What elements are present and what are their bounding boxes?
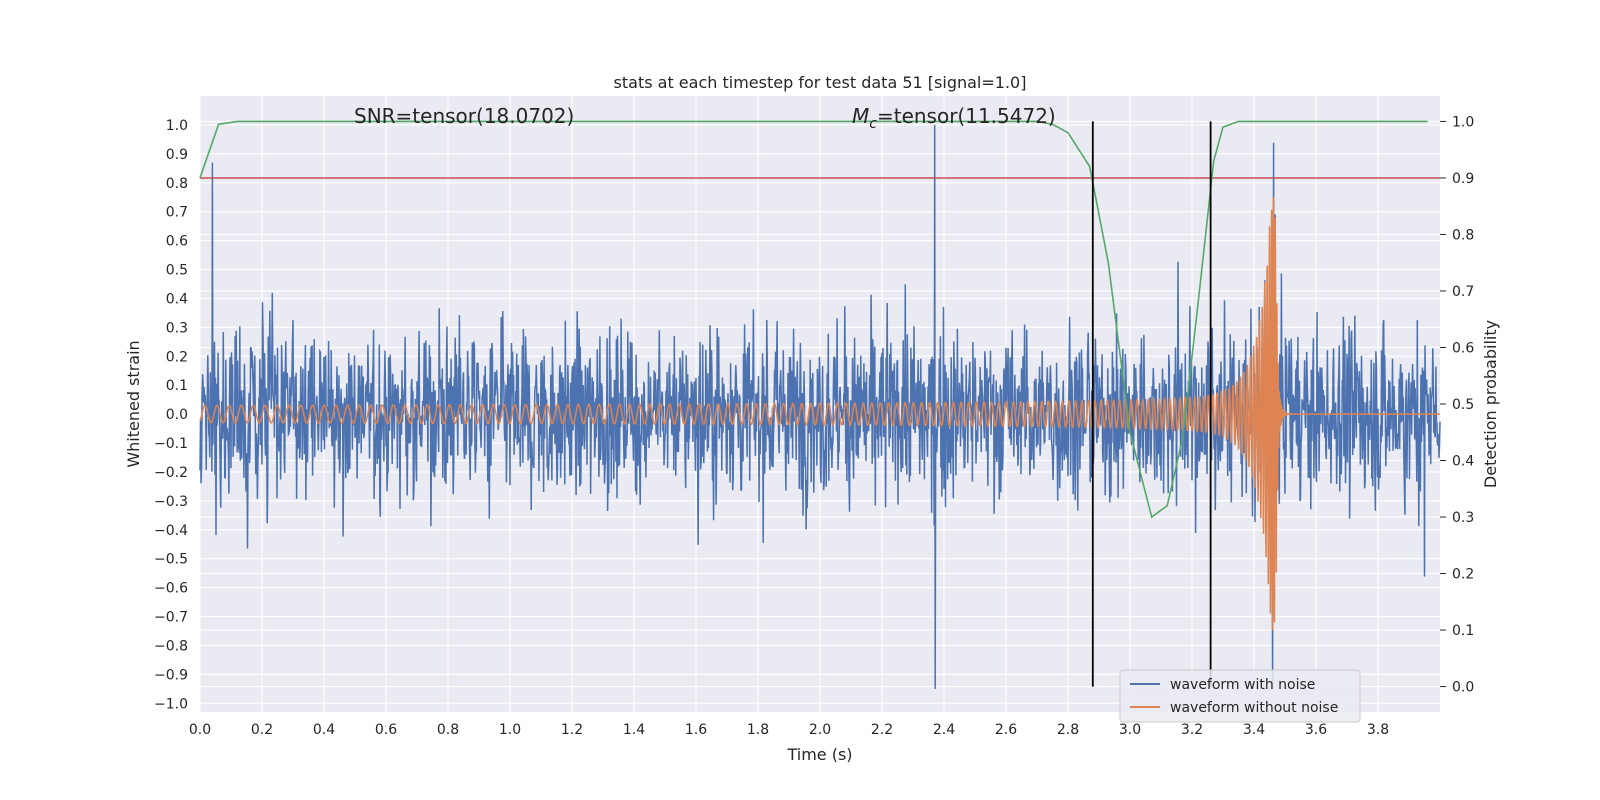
y2-tick-label: 1.0 (1452, 114, 1474, 130)
y-tick-label: −1.0 (154, 696, 188, 712)
x-tick-label: 0.8 (437, 722, 459, 738)
chart-title: stats at each timestep for test data 51 … (614, 73, 1027, 92)
x-tick-label: 0.0 (189, 722, 211, 738)
chirp-mass-value: =tensor(11.5472) (877, 104, 1056, 128)
x-tick-label: 1.8 (747, 722, 769, 738)
x-tick-label: 1.2 (561, 722, 583, 738)
y-axis-label: Whitened strain (124, 340, 143, 467)
x-axis-ticks: 0.0 0.2 0.4 0.6 0.8 1.0 1.2 1.4 1.6 1.8 2.0 2.2 2.4 2… (189, 722, 1389, 738)
x-tick-label: 0.4 (313, 722, 335, 738)
chirp-mass-symbol: M (852, 104, 869, 128)
y-tick-label: −0.7 (154, 610, 188, 626)
y-tick-label: 1.0 (166, 118, 188, 134)
x-tick-label: 3.2 (1181, 722, 1203, 738)
chirp-mass-subscript: c (869, 116, 877, 132)
legend-box (1119, 669, 1361, 723)
y2-tick-label: 0.0 (1452, 680, 1474, 696)
y-tick-label: 0.1 (166, 378, 188, 394)
x-tick-label: 3.8 (1367, 722, 1389, 738)
data-layer (199, 120, 1441, 689)
y-tick-label: 0.6 (166, 234, 188, 250)
y2-tick-label: 0.5 (1452, 397, 1474, 413)
y-tick-label: −0.1 (154, 436, 188, 452)
legend: waveform with noise waveform without noi… (1119, 669, 1361, 723)
snr-annotation: SNR=tensor(18.0702) (354, 104, 574, 128)
y-tick-label: 0.3 (166, 320, 188, 336)
x-tick-label: 1.4 (623, 722, 645, 738)
y2-axis-label: Detection probability (1481, 320, 1500, 488)
y-tick-label: 0.8 (166, 176, 188, 192)
x-tick-label: 2.2 (871, 722, 893, 738)
y-tick-label: 0.9 (166, 147, 188, 163)
y-tick-label: 0.4 (166, 291, 188, 307)
x-tick-label: 1.6 (685, 722, 707, 738)
x-axis-label: Time (s) (786, 745, 852, 764)
y2-tick-label: 0.4 (1452, 454, 1474, 470)
y-tick-label: 0.2 (166, 349, 188, 365)
x-tick-label: 3.4 (1243, 722, 1265, 738)
legend-label-clean: waveform without noise (1170, 700, 1338, 716)
series-waveform-without-noise (199, 196, 1440, 631)
series-detection-probability (199, 120, 1428, 519)
y2-axis-ticks: 1.0 0.9 0.8 0.7 0.6 0.5 0.4 0.3 0.2 0.1 0.0 (1440, 114, 1474, 696)
y-tick-label: −0.8 (154, 638, 188, 654)
y-tick-label: −0.2 (154, 465, 188, 481)
y2-tick-label: 0.7 (1452, 284, 1474, 300)
y-tick-label: −0.9 (154, 667, 188, 683)
x-tick-label: 2.4 (933, 722, 955, 738)
x-tick-label: 3.0 (1119, 722, 1141, 738)
y-axis-ticks: 1.0 0.9 0.8 0.7 0.6 0.5 0.4 0.3 0.2 0.1 0.0 −0.1 −0.… (154, 118, 188, 712)
chirp-mass-annotation: Mc=tensor(11.5472) (852, 104, 1056, 132)
y-tick-label: 0.7 (166, 205, 188, 221)
y2-tick-label: 0.6 (1452, 340, 1474, 356)
x-tick-label: 0.2 (251, 722, 273, 738)
x-tick-label: 2.8 (1057, 722, 1079, 738)
legend-label-noise: waveform with noise (1170, 677, 1315, 693)
x-tick-label: 3.6 (1305, 722, 1327, 738)
y2-tick-label: 0.9 (1452, 171, 1474, 187)
y-tick-label: −0.3 (154, 494, 188, 510)
y-tick-label: −0.5 (154, 552, 188, 568)
y2-tick-label: 0.1 (1452, 623, 1474, 639)
y2-tick-label: 0.2 (1452, 567, 1474, 583)
y-tick-label: 0.0 (166, 407, 188, 423)
y2-tick-label: 0.3 (1452, 510, 1474, 526)
x-tick-label: 0.6 (375, 722, 397, 738)
x-tick-label: 2.6 (995, 722, 1017, 738)
y-tick-label: −0.4 (154, 523, 188, 539)
y2-tick-label: 0.8 (1452, 227, 1474, 243)
y-tick-label: 0.5 (166, 263, 188, 279)
x-tick-label: 1.0 (499, 722, 521, 738)
x-tick-label: 2.0 (809, 722, 831, 738)
y-tick-label: −0.6 (154, 581, 188, 597)
